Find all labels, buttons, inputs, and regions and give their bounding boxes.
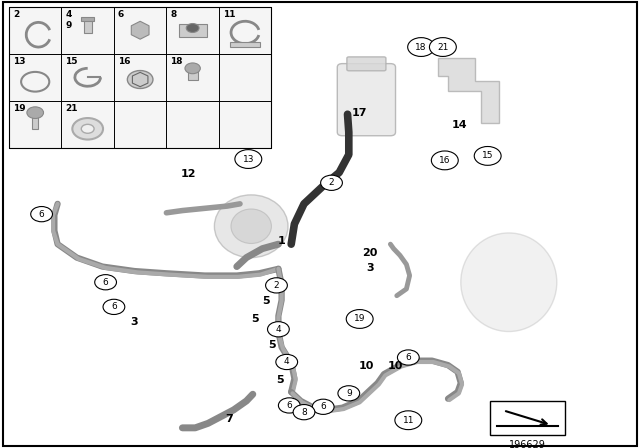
FancyBboxPatch shape [3, 2, 637, 446]
Text: 15: 15 [482, 151, 493, 160]
Text: 6: 6 [39, 210, 44, 219]
Text: 6: 6 [111, 302, 116, 311]
Circle shape [429, 38, 456, 56]
Circle shape [278, 398, 300, 413]
Circle shape [321, 175, 342, 190]
Polygon shape [438, 58, 499, 123]
Text: 2: 2 [274, 281, 279, 290]
Text: 2: 2 [13, 10, 19, 19]
Text: 21: 21 [65, 104, 78, 113]
Circle shape [235, 150, 262, 168]
Text: 21: 21 [437, 43, 449, 52]
Circle shape [127, 70, 153, 89]
Text: 15: 15 [65, 57, 78, 66]
Text: 6: 6 [287, 401, 292, 410]
FancyBboxPatch shape [188, 68, 198, 80]
Circle shape [431, 151, 458, 170]
Text: 8: 8 [301, 408, 307, 417]
Text: 9: 9 [346, 389, 351, 398]
Circle shape [408, 38, 435, 56]
Circle shape [312, 399, 334, 414]
Text: 3: 3 [131, 317, 138, 327]
Circle shape [276, 354, 298, 370]
Text: 8: 8 [170, 10, 177, 19]
Circle shape [474, 146, 501, 165]
Text: 196629: 196629 [509, 440, 546, 448]
Text: 10: 10 [388, 362, 403, 371]
Text: 6: 6 [118, 10, 124, 19]
Ellipse shape [461, 233, 557, 332]
FancyBboxPatch shape [84, 20, 92, 33]
Text: 4
9: 4 9 [65, 10, 72, 30]
Text: 11: 11 [223, 10, 236, 19]
Circle shape [346, 310, 373, 328]
Text: 12: 12 [181, 169, 196, 179]
Polygon shape [131, 21, 149, 39]
FancyBboxPatch shape [490, 401, 565, 435]
Circle shape [103, 299, 125, 314]
Text: 20: 20 [362, 248, 378, 258]
FancyBboxPatch shape [32, 113, 38, 129]
Text: 17: 17 [352, 108, 367, 118]
Text: 7: 7 [225, 414, 233, 424]
Circle shape [395, 411, 422, 430]
Text: 16: 16 [439, 156, 451, 165]
Circle shape [72, 118, 103, 140]
Circle shape [81, 124, 94, 134]
Circle shape [397, 350, 419, 365]
Circle shape [266, 278, 287, 293]
Circle shape [268, 322, 289, 337]
FancyBboxPatch shape [337, 64, 396, 136]
Text: 1: 1 [278, 236, 285, 246]
Text: 5: 5 [276, 375, 284, 385]
Text: 10: 10 [358, 362, 374, 371]
Text: 11: 11 [403, 416, 414, 425]
Text: 14: 14 [452, 120, 467, 129]
Text: 4: 4 [276, 325, 281, 334]
Ellipse shape [214, 195, 288, 258]
Circle shape [95, 275, 116, 290]
Text: 6: 6 [103, 278, 108, 287]
Circle shape [293, 405, 315, 420]
Text: 18: 18 [415, 43, 427, 52]
Text: 18: 18 [170, 57, 183, 66]
Text: 2: 2 [329, 178, 334, 187]
Text: 19: 19 [13, 104, 26, 113]
Text: 13: 13 [13, 57, 26, 66]
Text: 4: 4 [284, 358, 289, 366]
Circle shape [31, 207, 52, 222]
Circle shape [27, 107, 44, 118]
Text: 5: 5 [251, 314, 259, 324]
FancyBboxPatch shape [9, 7, 271, 148]
Text: 19: 19 [354, 314, 365, 323]
Text: 3: 3 [366, 263, 374, 273]
FancyBboxPatch shape [230, 42, 260, 47]
FancyBboxPatch shape [179, 23, 207, 37]
FancyBboxPatch shape [347, 57, 386, 71]
Text: 5: 5 [268, 340, 276, 350]
Ellipse shape [231, 209, 271, 244]
Circle shape [185, 63, 200, 73]
Circle shape [338, 386, 360, 401]
Text: 5: 5 [262, 296, 269, 306]
Text: 6: 6 [321, 402, 326, 411]
FancyBboxPatch shape [81, 17, 94, 21]
Text: 6: 6 [406, 353, 411, 362]
Circle shape [186, 23, 199, 33]
Text: 16: 16 [118, 57, 131, 66]
Text: 13: 13 [243, 155, 254, 164]
